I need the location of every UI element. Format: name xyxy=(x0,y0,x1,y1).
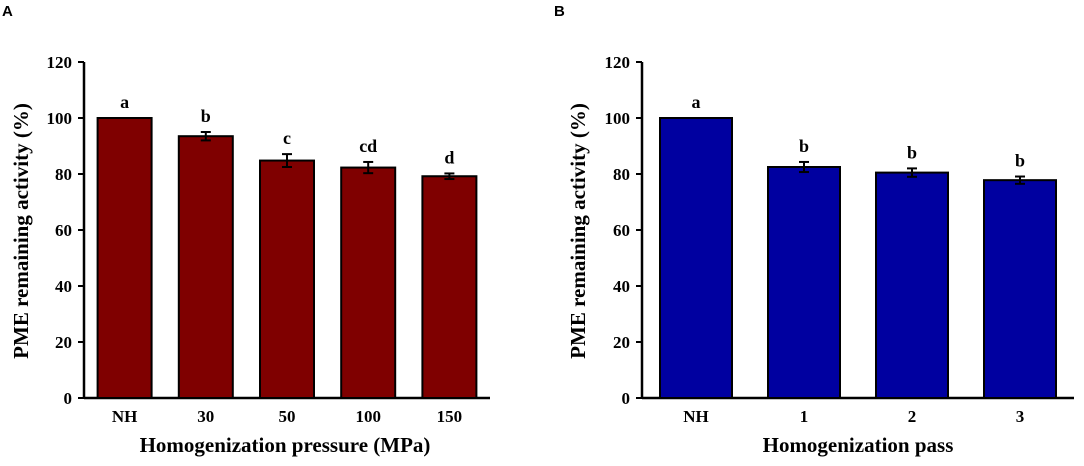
panel-b-x-tick-label: 1 xyxy=(800,407,809,426)
panel-a-y-tick-label: 0 xyxy=(64,389,73,408)
panel-a-x-tick-label: 50 xyxy=(279,407,296,426)
panel-a-letter: A xyxy=(2,3,13,20)
panel-b-letter: B xyxy=(554,3,565,20)
panel-a-bar xyxy=(259,159,315,399)
panel-a-chart: A PME remaining activity (%) Homogenizat… xyxy=(2,3,490,457)
panel-a-x-tick-label: 30 xyxy=(197,407,214,426)
panel-b-significance-label: a xyxy=(692,92,701,112)
panel-b-bar xyxy=(983,179,1057,399)
panel-a-significance-label: a xyxy=(120,92,129,112)
panel-b-x-tick-label: 2 xyxy=(908,407,917,426)
panel-a-y-tick-label: 120 xyxy=(47,53,73,72)
panel-a-bar xyxy=(177,135,234,399)
panel-a-bar xyxy=(421,175,478,399)
panel-b-y-axis-title: PME remaining activity (%) xyxy=(566,103,590,359)
panel-a-y-axis-title: PME remaining activity (%) xyxy=(9,103,33,359)
panel-b-significance-label: b xyxy=(907,142,917,162)
panel-b-significance-label: b xyxy=(799,136,809,156)
panel-a-plot-area: 0 20 40 60 80 100 120 a NH b 30 c 50 cd 100 d 150 xyxy=(47,53,490,426)
panel-a-y-tick-label: 80 xyxy=(55,165,72,184)
panel-b-bar xyxy=(659,117,733,399)
panel-b-y-tick-label: 0 xyxy=(622,389,631,408)
panel-a-y-tick-label: 60 xyxy=(55,221,72,240)
panel-b-bar xyxy=(875,171,949,399)
panel-b-y-tick-label: 100 xyxy=(605,109,631,128)
panel-a-x-axis-title: Homogenization pressure (MPa) xyxy=(140,433,431,457)
panel-b-x-axis-title: Homogenization pass xyxy=(763,433,954,457)
panel-b-significance-label: b xyxy=(1015,151,1025,171)
panel-a-significance-label: cd xyxy=(359,136,377,156)
panel-a-bar xyxy=(340,166,397,399)
panel-b-bar xyxy=(767,166,841,399)
panel-b-x-tick-label: NH xyxy=(683,407,709,426)
panel-b-x-tick-label: 3 xyxy=(1016,407,1025,426)
panel-a-significance-label: b xyxy=(201,106,211,126)
panel-b-plot-area: 0 20 40 60 80 100 120 a NH b 1 b 2 b 3 xyxy=(605,53,1074,426)
panel-a-x-tick-label: NH xyxy=(112,407,138,426)
panel-b-y-tick-label: 60 xyxy=(613,221,630,240)
panel-b-y-tick-label: 40 xyxy=(613,277,630,296)
panel-a-x-tick-label: 100 xyxy=(355,407,381,426)
panel-a-x-tick-label: 150 xyxy=(437,407,463,426)
panel-a-y-tick-label: 100 xyxy=(47,109,73,128)
panel-b-chart: B PME remaining activity (%) Homogenizat… xyxy=(554,3,1074,457)
panel-a-y-tick-label: 40 xyxy=(55,277,72,296)
panel-a-bar xyxy=(96,117,153,399)
panel-b-y-tick-label: 80 xyxy=(613,165,630,184)
panel-a-significance-label: c xyxy=(283,128,291,148)
panel-b-y-tick-label: 20 xyxy=(613,333,630,352)
panel-b-y-tick-label: 120 xyxy=(605,53,631,72)
panel-a-significance-label: d xyxy=(444,147,454,167)
panel-a-y-tick-label: 20 xyxy=(55,333,72,352)
